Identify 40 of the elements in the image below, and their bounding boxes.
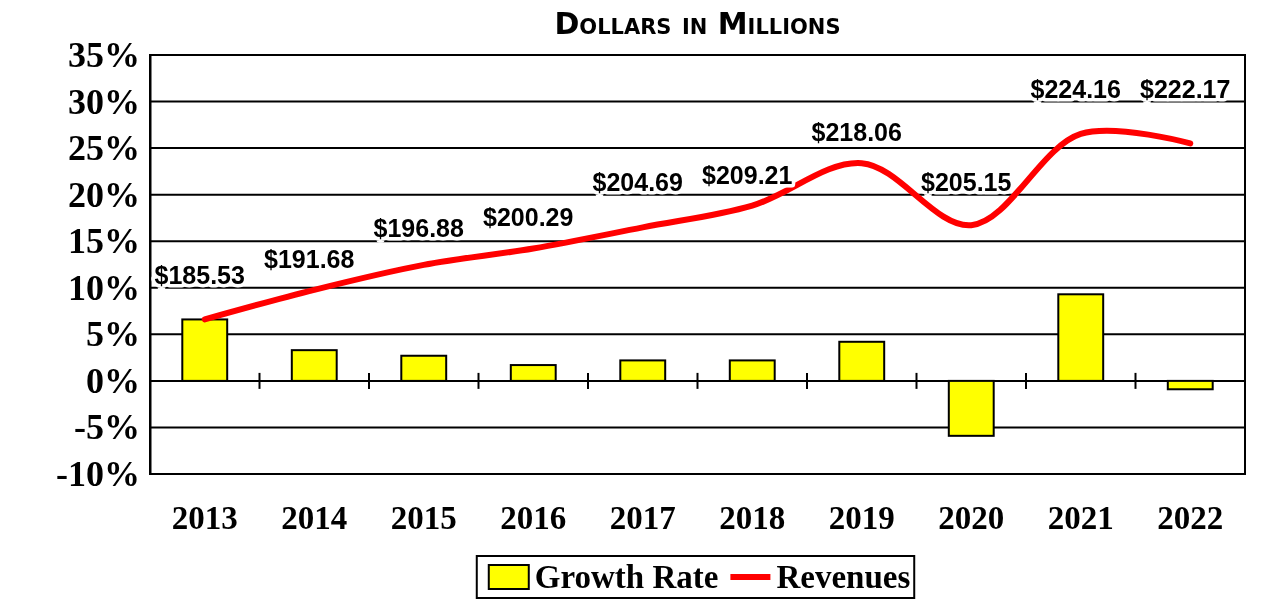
y-tick-label: 10% xyxy=(68,267,140,308)
bar xyxy=(290,349,338,382)
bar xyxy=(1166,379,1214,391)
data-label: $205.15 xyxy=(921,167,1012,196)
bar xyxy=(509,364,557,382)
y-tick-label: 30% xyxy=(68,81,140,122)
data-label: $196.88 xyxy=(373,214,465,243)
x-tick-label: 2020 xyxy=(938,500,1005,537)
chart-title: Dollars in Millions xyxy=(554,6,841,41)
x-tick-label: 2016 xyxy=(500,500,567,537)
bar xyxy=(728,359,776,382)
data-label: $224.16 xyxy=(1030,74,1121,103)
y-tick-label: 15% xyxy=(68,221,140,262)
data-label: $191.68 xyxy=(264,244,355,273)
x-tick-label: 2017 xyxy=(609,500,676,537)
legend-label: Revenues xyxy=(776,559,911,595)
x-tick-label: 2019 xyxy=(828,500,895,537)
data-label: $218.06 xyxy=(811,118,902,147)
data-label: $209.21 xyxy=(702,160,793,189)
legend-label: Growth Rate xyxy=(534,559,719,595)
data-label: $204.69 xyxy=(592,167,683,196)
x-tick-label: 2014 xyxy=(281,500,348,537)
x-tick-label: 2013 xyxy=(171,500,238,537)
bar xyxy=(838,340,886,382)
x-tick-label: 2021 xyxy=(1047,500,1114,537)
data-label: $185.53 xyxy=(154,260,245,289)
bar xyxy=(619,359,667,382)
x-tick-label: 2018 xyxy=(719,500,786,537)
data-label: $200.29 xyxy=(483,203,574,232)
x-tick-label: 2015 xyxy=(390,500,457,537)
y-tick-label: 5% xyxy=(86,314,140,355)
y-tick-label: 20% xyxy=(68,174,140,215)
y-tick-label: 25% xyxy=(68,128,140,169)
y-tick-label: 35% xyxy=(68,35,140,76)
y-tick-label: -5% xyxy=(74,407,140,448)
bar xyxy=(400,354,448,382)
y-tick-label: -10% xyxy=(56,454,140,495)
x-tick-label: 2022 xyxy=(1157,500,1224,537)
data-label: $222.17 xyxy=(1140,74,1231,103)
y-tick-label: 0% xyxy=(86,360,140,401)
